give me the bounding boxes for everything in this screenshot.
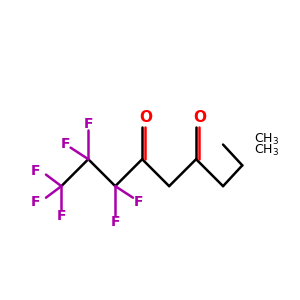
Text: CH$_3$: CH$_3$	[254, 142, 279, 158]
Text: F: F	[57, 209, 66, 223]
Text: F: F	[84, 117, 93, 131]
Text: F: F	[31, 195, 40, 209]
Text: O: O	[139, 110, 152, 125]
Text: F: F	[110, 215, 120, 229]
Text: CH$_3$: CH$_3$	[254, 132, 279, 148]
Text: F: F	[61, 137, 70, 151]
Text: O: O	[193, 110, 206, 125]
Text: F: F	[31, 164, 40, 178]
Text: F: F	[134, 195, 143, 208]
